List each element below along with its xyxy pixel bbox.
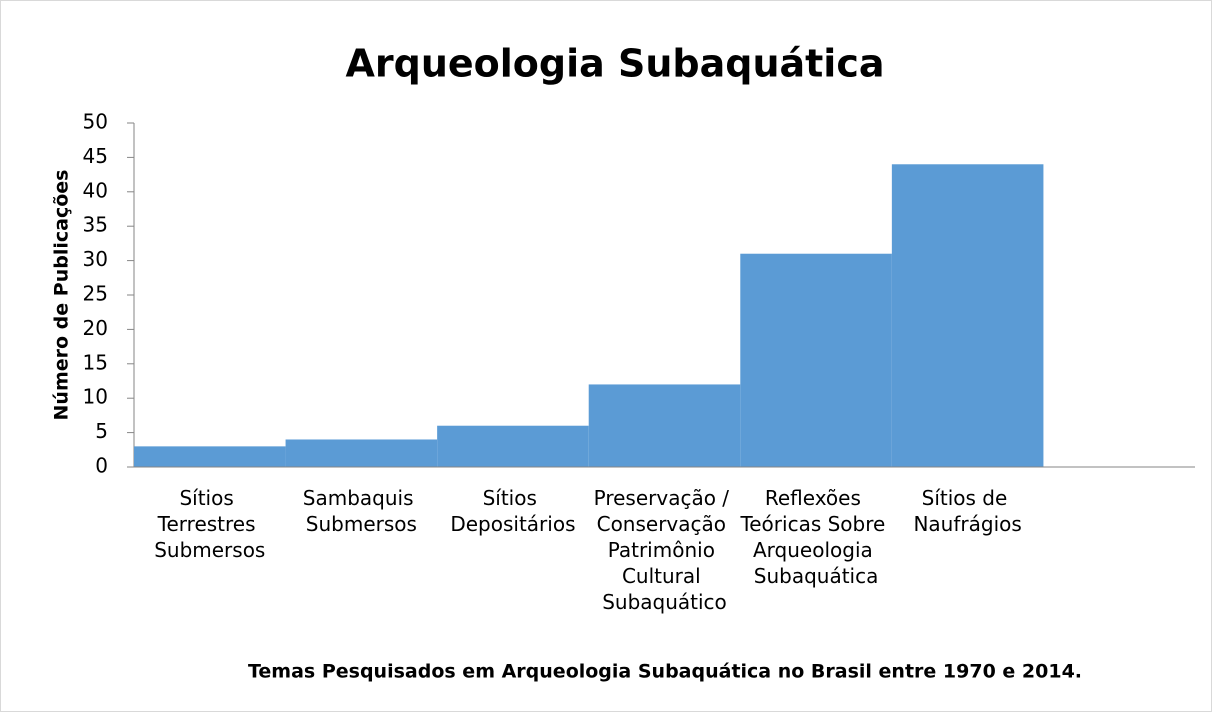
y-tick-label: 25: [83, 282, 108, 306]
y-tick-label: 40: [83, 178, 108, 202]
x-tick-label: Sambaquis Submersos: [303, 486, 420, 536]
bar: [740, 253, 892, 467]
y-tick-label: 5: [95, 419, 108, 443]
y-axis-title: Número de Publicações: [51, 170, 73, 421]
y-tick-label: 0: [95, 454, 108, 478]
bar: [134, 446, 286, 467]
bar: [891, 164, 1044, 467]
chart-title: Arqueologia Subaquática: [345, 42, 884, 86]
x-tick-label: Reflexões Teóricas Sobre Arqueologia Sub…: [739, 486, 891, 588]
x-tick-label: Sítios Depositários: [450, 486, 575, 536]
x-tick-label: Sítios de Naufrágios: [913, 486, 1021, 536]
y-tick-label: 10: [83, 385, 108, 409]
x-tick-label: Sítios Terrestres Submersos: [154, 486, 265, 562]
x-tick-label: Preservação / Conservação Patrimônio Cul…: [594, 486, 736, 614]
y-tick-label: 45: [83, 144, 108, 168]
y-tick-label: 20: [83, 316, 108, 340]
y-tick-label: 50: [83, 110, 108, 134]
y-tick-label: 30: [83, 247, 108, 271]
y-tick-label: 35: [83, 213, 108, 237]
bar: [588, 384, 741, 467]
y-tick-label: 15: [83, 350, 108, 374]
x-axis-title: Temas Pesquisados em Arqueologia Subaquá…: [248, 661, 1082, 683]
bar: [437, 425, 589, 467]
bar: [285, 439, 438, 467]
